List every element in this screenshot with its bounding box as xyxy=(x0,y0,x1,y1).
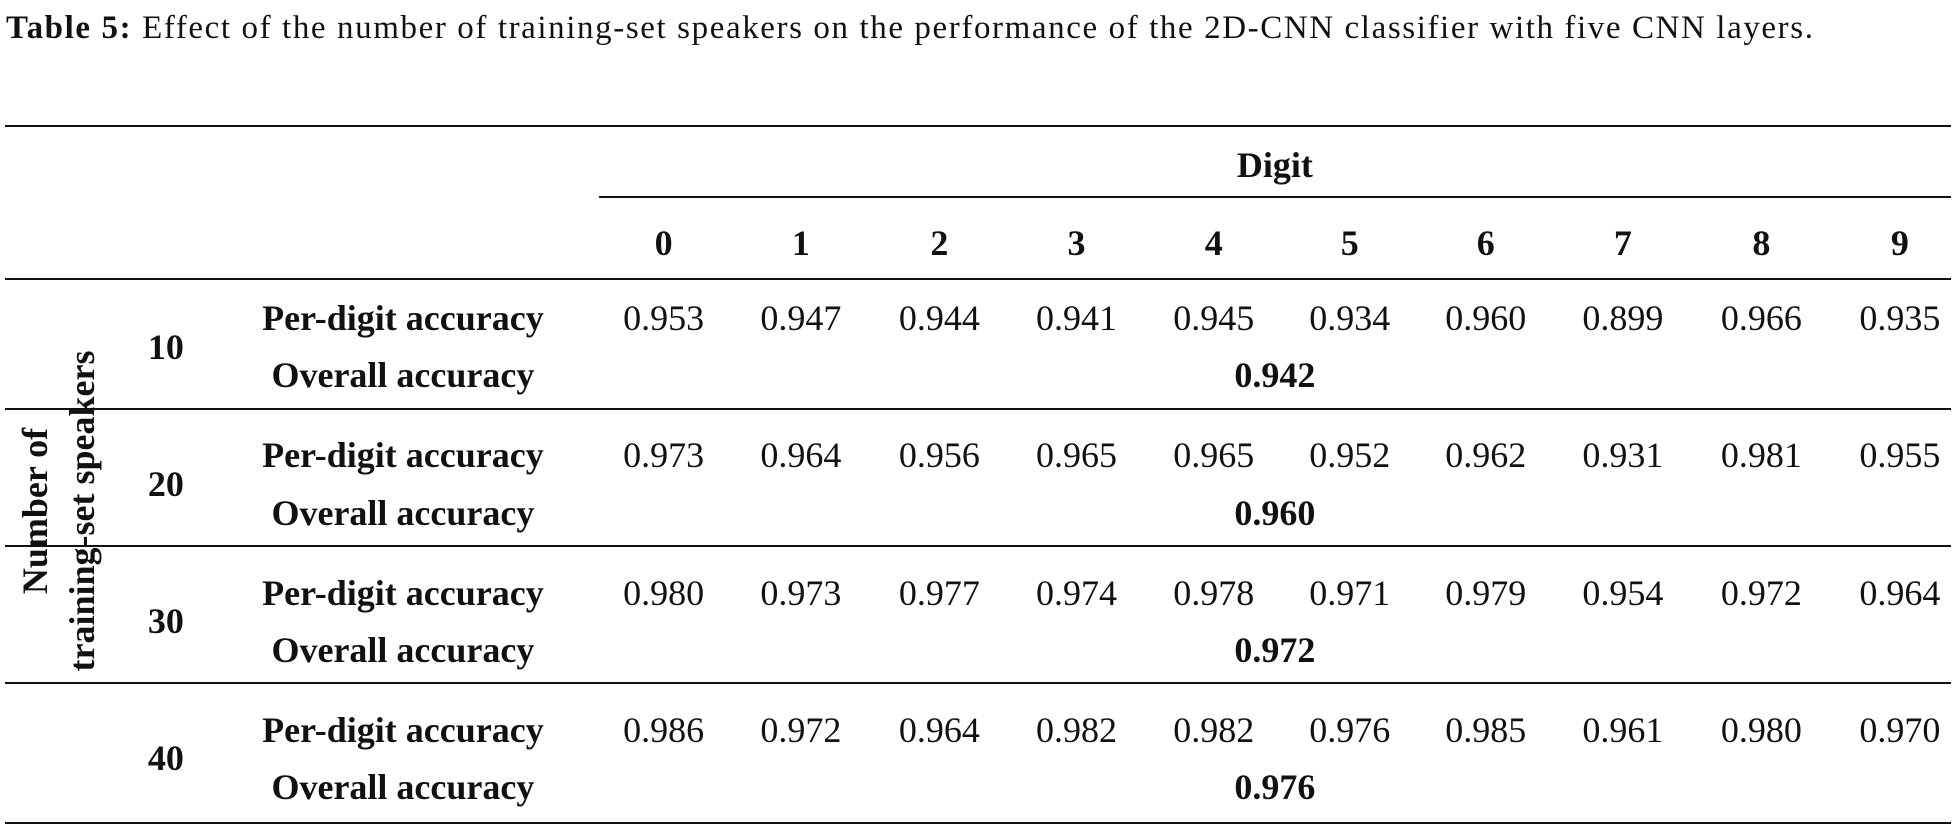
cell: 0.986 xyxy=(623,709,705,750)
row-label: Per-digit accuracy xyxy=(262,435,544,476)
column-header: 6 xyxy=(1476,223,1495,264)
column-header: 5 xyxy=(1340,223,1359,264)
cell: 0.935 xyxy=(1859,298,1941,339)
cell: 0.973 xyxy=(623,435,705,476)
column-header: 3 xyxy=(1067,223,1086,264)
cell: 0.978 xyxy=(1173,572,1255,613)
speaker-count: 30 xyxy=(147,601,184,642)
row-label: Per-digit accuracy xyxy=(262,298,544,339)
cell: 0.980 xyxy=(623,572,705,613)
cell: 0.981 xyxy=(1720,435,1802,476)
cell: 0.970 xyxy=(1859,709,1941,750)
cell: 0.964 xyxy=(760,435,842,476)
rule xyxy=(4,124,1951,127)
cell: 0.962 xyxy=(1445,435,1527,476)
cell: 0.960 xyxy=(1445,298,1527,339)
cell: 0.982 xyxy=(1036,709,1118,750)
cell: 0.985 xyxy=(1445,709,1527,750)
row-label: Overall accuracy xyxy=(271,492,535,533)
cell: 0.953 xyxy=(623,298,705,339)
speaker-count: 40 xyxy=(147,738,184,779)
row-label: Per-digit accuracy xyxy=(262,572,544,613)
column-header: 1 xyxy=(791,223,810,264)
cell: 0.972 xyxy=(760,709,842,750)
cell: 0.966 xyxy=(1720,298,1802,339)
cell: 0.964 xyxy=(1859,572,1941,613)
cell: 0.931 xyxy=(1582,435,1664,476)
column-header: 2 xyxy=(930,223,949,264)
column-header: 4 xyxy=(1204,223,1223,264)
row-group-header: Number of xyxy=(14,428,55,595)
speaker-count: 20 xyxy=(147,464,184,504)
row-group-header: training-set speakers xyxy=(62,350,103,672)
rule xyxy=(4,545,1951,548)
cell: 0.982 xyxy=(1173,709,1255,750)
cell: 0.977 xyxy=(898,572,980,613)
rule xyxy=(4,407,1951,410)
cell: 0.961 xyxy=(1582,709,1664,750)
caption-label: Table 5: xyxy=(6,10,133,46)
cell: 0.955 xyxy=(1859,435,1941,476)
overall-cell: 0.942 xyxy=(1234,355,1316,396)
cell: 0.971 xyxy=(1309,572,1391,613)
cell: 0.941 xyxy=(1036,298,1118,339)
cell: 0.973 xyxy=(760,572,842,613)
cell: 0.934 xyxy=(1309,298,1391,339)
cell: 0.965 xyxy=(1173,435,1255,476)
cell: 0.976 xyxy=(1309,709,1391,750)
cell: 0.899 xyxy=(1582,298,1664,339)
column-header: 8 xyxy=(1752,223,1771,264)
overall-cell: 0.960 xyxy=(1234,492,1316,533)
overall-cell: 0.976 xyxy=(1234,767,1316,808)
cell: 0.954 xyxy=(1582,572,1664,613)
rule xyxy=(4,278,1951,281)
cell: 0.952 xyxy=(1309,435,1391,476)
cell: 0.945 xyxy=(1173,298,1255,339)
row-label: Overall accuracy xyxy=(271,767,535,808)
cell: 0.972 xyxy=(1720,572,1802,613)
caption-text: Effect of the number of training-set spe… xyxy=(142,10,1815,46)
overall-cell: 0.972 xyxy=(1234,629,1316,670)
column-group-header: Digit xyxy=(1236,144,1313,185)
caption: Table 5: Effect of the number of trainin… xyxy=(6,4,1950,53)
row-label: Overall accuracy xyxy=(271,355,535,396)
rule xyxy=(4,682,1951,685)
cell: 0.944 xyxy=(898,298,980,339)
row-label: Per-digit accuracy xyxy=(262,709,544,750)
row-label: Overall accuracy xyxy=(271,629,535,670)
cell: 0.964 xyxy=(898,709,980,750)
cell: 0.979 xyxy=(1445,572,1527,613)
cell: 0.947 xyxy=(760,298,842,339)
rule xyxy=(598,195,1951,198)
cell: 0.956 xyxy=(898,435,980,476)
cell: 0.974 xyxy=(1036,572,1118,613)
cell: 0.965 xyxy=(1036,435,1118,476)
speaker-count: 10 xyxy=(147,326,184,367)
column-header: 7 xyxy=(1613,223,1632,264)
column-header: 9 xyxy=(1890,223,1909,264)
rule xyxy=(4,822,1951,825)
cell: 0.980 xyxy=(1720,709,1802,750)
column-header: 0 xyxy=(654,223,673,264)
